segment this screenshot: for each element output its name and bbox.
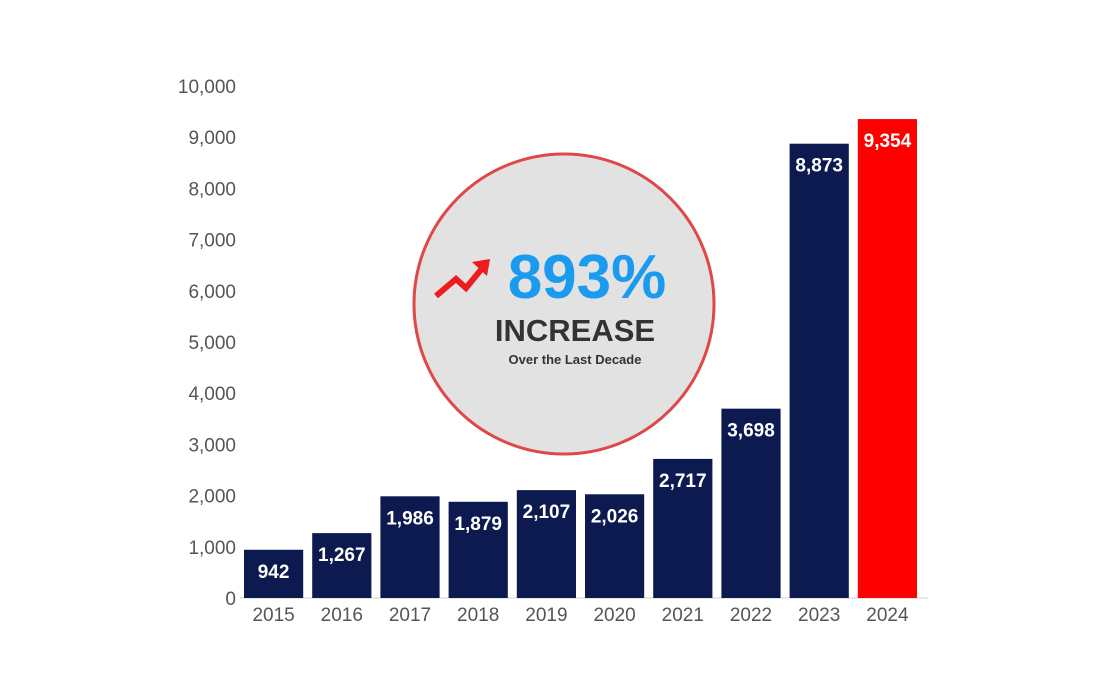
trend-up-arrow-icon [434,259,490,299]
x-axis: 2015 2016 2017 2018 2019 2020 2021 2022 2023 2024 [252,605,909,626]
bar-2015 [244,549,304,598]
bar-value-label: 8,873 [795,156,843,177]
bar-value-label: 9,354 [864,131,912,152]
x-tick-label: 2023 [798,605,840,626]
increase-percent: 893% [508,243,667,312]
y-tick-label: 8,000 [188,179,236,200]
x-tick-label: 2017 [389,605,431,626]
bar-2021 [653,458,713,598]
y-tick-label: 4,000 [188,384,236,405]
y-tick-label: 1,000 [188,538,236,559]
y-tick-label: 10,000 [178,77,236,98]
bar-value-label: 1,267 [318,545,366,566]
bar-value-label: 1,879 [454,514,502,535]
x-tick-label: 2020 [593,605,635,626]
bar-value-label: 2,026 [591,506,639,527]
x-tick-label: 2021 [662,605,704,626]
increase-callout: 893% INCREASE Over the Last Decade [412,152,716,456]
bar-2018 [448,501,508,598]
bar-2022 [721,408,781,598]
bar-2020 [585,494,645,598]
callout-circle [412,152,716,456]
bar-value-label: 3,698 [727,421,775,442]
y-tick-label: 6,000 [188,282,236,303]
bar-2019 [516,490,576,598]
x-tick-label: 2016 [321,605,363,626]
bar-2016 [312,533,372,598]
x-tick-label: 2015 [252,605,294,626]
increase-label: INCREASE [495,313,655,348]
bars: 942 1,267 1,986 1,879 2,107 2,026 2,717 3,698 8,… [244,119,917,599]
bar-2017 [380,496,440,598]
bar-value-label: 2,107 [523,502,571,523]
bar-value-label: 1,986 [386,508,434,529]
x-tick-label: 2019 [525,605,567,626]
y-tick-label: 0 [225,589,236,610]
y-tick-label: 5,000 [188,333,236,354]
bar-2023 [789,143,849,598]
bar-value-label: 2,717 [659,471,707,492]
bar-2024 [857,119,917,599]
x-tick-label: 2022 [730,605,772,626]
x-tick-label: 2018 [457,605,499,626]
x-tick-label: 2024 [866,605,909,626]
y-axis: 0 1,000 2,000 3,000 4,000 5,000 6,000 7,000 8,00… [178,77,236,610]
y-tick-label: 3,000 [188,435,236,456]
increase-subtitle: Over the Last Decade [509,352,642,367]
bar-value-label: 942 [258,562,290,583]
y-tick-label: 9,000 [188,128,236,149]
y-tick-label: 7,000 [188,231,236,252]
y-tick-label: 2,000 [188,487,236,508]
